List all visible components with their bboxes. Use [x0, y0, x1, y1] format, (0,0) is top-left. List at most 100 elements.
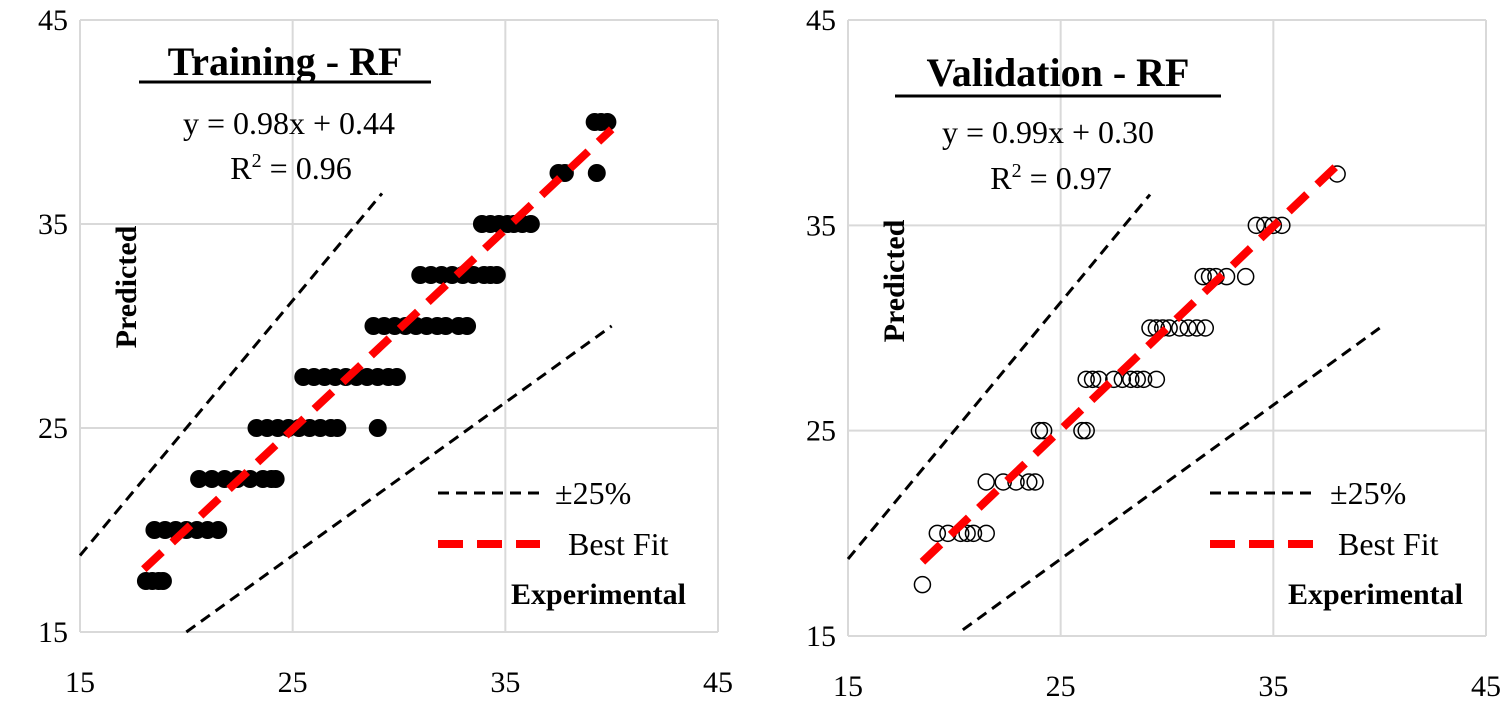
- training-band-lines: [78, 192, 613, 634]
- training-point-38: [387, 368, 406, 386]
- validation-xtick-0: 15: [833, 670, 863, 703]
- training-legend-fit-label: Best Fit: [568, 526, 669, 562]
- validation-chart-panel: 15 25 35 45 15 25 35 45 Validation - RF y = 0.9…: [806, 4, 1501, 703]
- validation-grid: [847, 19, 1487, 637]
- validation-point-19: [1105, 370, 1123, 389]
- validation-point-33: [1194, 267, 1212, 286]
- validation-xtick-2: 35: [1258, 670, 1288, 703]
- training-r2-sup: 2: [252, 150, 262, 172]
- training-point-12: [202, 470, 221, 488]
- training-point-27: [328, 419, 347, 437]
- validation-legend: ±25% Best Fit: [1210, 475, 1439, 562]
- validation-best-fit-line: [919, 162, 1340, 565]
- training-point-11: [190, 470, 209, 488]
- validation-fit-line: [919, 162, 1340, 565]
- validation-equation: y = 0.99x + 0.30: [942, 114, 1154, 150]
- validation-band-lower: [961, 326, 1381, 632]
- training-point-28: [368, 419, 387, 437]
- training-legend: ±25% Best Fit: [438, 475, 669, 562]
- training-equation: y = 0.98x + 0.44: [183, 105, 395, 141]
- validation-point-32: [1196, 319, 1215, 337]
- training-point-57: [487, 266, 506, 284]
- training-legend-band-label: ±25%: [555, 475, 631, 511]
- validation-point-22: [1128, 370, 1146, 389]
- training-point-3: [153, 572, 172, 590]
- validation-ytick-1: 25: [806, 415, 836, 448]
- validation-point-28: [1160, 319, 1178, 337]
- validation-ytick-2: 35: [806, 209, 836, 242]
- validation-point-16: [1077, 370, 1095, 389]
- validation-point-40: [1264, 216, 1283, 235]
- training-r2-value: = 0.96: [262, 150, 352, 186]
- validation-xtick-1: 25: [1046, 670, 1076, 703]
- validation-xlabel: Experimental: [1288, 578, 1463, 611]
- training-point-46: [436, 317, 455, 335]
- validation-ylabel: Predicted: [878, 219, 911, 342]
- validation-point-0: [913, 575, 932, 594]
- validation-legend-fit-label: Best Fit: [1338, 526, 1439, 562]
- training-xlabel: Experimental: [511, 578, 686, 611]
- training-ylabel: Predicted: [110, 225, 143, 348]
- training-ytick-0: 15: [38, 616, 68, 649]
- training-chart-panel: 15 25 35 45 15 25 35 45 Training - RF y = 0.98x…: [38, 4, 733, 699]
- training-tick-labels: 15 25 35 45 15 25 35 45: [38, 4, 733, 699]
- training-data-points: [136, 113, 617, 590]
- validation-ytick-0: 15: [806, 620, 836, 653]
- validation-point-31: [1188, 319, 1206, 337]
- validation-point-15: [1077, 421, 1095, 440]
- training-best-fit-line: [141, 126, 615, 573]
- validation-point-5: [964, 524, 983, 543]
- validation-point-37: [1236, 267, 1255, 286]
- training-ytick-3: 45: [38, 4, 68, 37]
- training-point-67: [587, 164, 606, 182]
- training-xtick-0: 15: [65, 666, 95, 699]
- validation-data-points: [913, 165, 1346, 594]
- training-ytick-1: 25: [38, 412, 68, 445]
- validation-point-14: [1073, 421, 1091, 440]
- training-chart-title: Training - RF: [168, 39, 403, 84]
- validation-r2-prefix: R: [990, 160, 1012, 196]
- training-ytick-2: 35: [38, 208, 68, 241]
- training-point-70: [598, 113, 617, 131]
- validation-point-12: [1030, 421, 1049, 440]
- validation-band-lines: [846, 193, 1381, 632]
- training-band-lower: [185, 324, 613, 634]
- training-xtick-2: 35: [490, 666, 520, 699]
- validation-tick-labels: 15 25 35 45 15 25 35 45: [806, 4, 1501, 703]
- validation-r2-sup: 2: [1012, 160, 1022, 182]
- validation-ytick-3: 45: [806, 4, 836, 37]
- validation-r2-value: = 0.97: [1022, 160, 1112, 196]
- validation-legend-band-label: ±25%: [1330, 475, 1406, 511]
- training-point-18: [266, 470, 285, 488]
- validation-point-4: [958, 524, 976, 543]
- training-xtick-1: 25: [278, 666, 308, 699]
- validation-point-38: [1247, 216, 1266, 235]
- validation-point-30: [1179, 319, 1198, 337]
- validation-point-18: [1090, 370, 1108, 389]
- training-r2: R2 = 0.96: [230, 150, 351, 186]
- validation-point-24: [1147, 370, 1166, 389]
- validation-point-1: [928, 524, 947, 543]
- validation-point-17: [1083, 370, 1102, 389]
- validation-band-upper: [846, 193, 1152, 560]
- validation-point-10: [1020, 473, 1038, 491]
- training-xtick-3: 45: [703, 666, 733, 699]
- training-fit-line: [141, 126, 615, 573]
- validation-point-21: [1122, 370, 1140, 389]
- validation-point-11: [1026, 473, 1044, 491]
- validation-point-13: [1034, 421, 1053, 440]
- training-point-48: [458, 317, 477, 335]
- validation-point-25: [1141, 319, 1159, 337]
- validation-point-7: [977, 473, 995, 491]
- training-band-upper: [78, 192, 384, 557]
- training-r2-prefix: R: [230, 150, 252, 186]
- validation-point-6: [977, 524, 995, 543]
- training-point-66: [555, 164, 574, 182]
- validation-point-23: [1134, 370, 1153, 389]
- training-point-10: [209, 521, 228, 539]
- validation-xtick-3: 45: [1471, 670, 1501, 703]
- training-point-64: [521, 215, 540, 233]
- validation-chart-title: Validation - RF: [926, 50, 1189, 95]
- validation-r2: R2 = 0.97: [990, 160, 1111, 196]
